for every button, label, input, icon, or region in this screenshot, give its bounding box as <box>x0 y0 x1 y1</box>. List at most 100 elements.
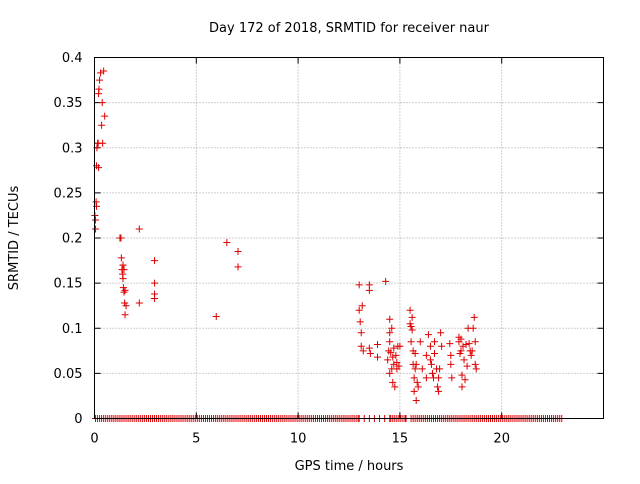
data-point <box>98 99 106 107</box>
data-point <box>99 139 107 147</box>
data-point <box>438 342 446 350</box>
data-point <box>395 362 403 370</box>
data-point <box>407 322 415 330</box>
data-point <box>100 67 108 75</box>
data-point <box>365 344 373 352</box>
data-point <box>365 286 373 294</box>
data-point <box>234 263 242 271</box>
data-point <box>390 344 398 352</box>
data-point <box>135 225 143 233</box>
data-point <box>92 225 100 233</box>
data-point <box>386 315 394 323</box>
data-point <box>393 359 401 367</box>
data-point <box>467 351 475 359</box>
data-point <box>435 387 443 395</box>
data-point <box>223 239 231 247</box>
data-point <box>422 351 430 359</box>
data-point <box>414 383 422 391</box>
data-point <box>390 360 398 368</box>
data-point <box>386 338 394 346</box>
data-point <box>92 216 100 224</box>
x-axis-label: GPS time / hours <box>295 459 404 474</box>
data-point <box>384 356 392 364</box>
data-point <box>382 277 390 285</box>
data-point <box>355 306 363 314</box>
data-point <box>465 340 473 348</box>
data-point <box>406 306 414 314</box>
x-tick-label: 0 <box>90 432 98 447</box>
x-tick-label: 15 <box>392 432 409 447</box>
data-point <box>396 342 404 350</box>
data-point <box>448 374 456 382</box>
data-point <box>95 85 103 93</box>
chart-title: Day 172 of 2018, SRMTID for receiver nau… <box>209 21 490 36</box>
data-point <box>427 360 435 368</box>
data-point <box>358 302 366 310</box>
y-tick-label: 0.1 <box>62 322 83 337</box>
data-point <box>119 275 127 283</box>
data-point <box>389 353 397 361</box>
data-point <box>121 311 129 319</box>
data-point <box>151 279 159 287</box>
data-point <box>408 326 416 334</box>
data-point <box>437 329 445 337</box>
data-point <box>151 294 159 302</box>
data-point <box>387 349 395 357</box>
data-point <box>462 340 470 348</box>
data-point <box>392 351 400 359</box>
data-point <box>470 313 478 321</box>
y-tick-label: 0.25 <box>54 186 83 201</box>
grid <box>94 57 604 419</box>
data-point <box>374 353 382 361</box>
data-point <box>366 350 374 358</box>
axis-ticks: 0 5 10 15 20 0 0.05 0.1 0.15 0.2 0.25 0.3 0.35 0.4 <box>54 51 604 447</box>
data-point <box>469 324 477 332</box>
data-point <box>135 299 143 307</box>
data-point <box>97 69 105 77</box>
data-point <box>446 340 454 348</box>
data-point <box>408 313 416 321</box>
data-point <box>95 164 103 172</box>
data-point <box>436 365 444 373</box>
data-point <box>460 356 468 364</box>
data-point <box>119 261 127 269</box>
y-tick-label: 0.2 <box>62 232 83 247</box>
data-point <box>386 369 394 377</box>
data-point <box>412 360 420 368</box>
data-point <box>359 347 367 355</box>
data-point <box>122 302 130 310</box>
data-point <box>410 387 418 395</box>
data-point <box>374 340 382 348</box>
data-point <box>357 329 365 337</box>
data-point <box>457 335 465 343</box>
data-point <box>447 360 455 368</box>
y-tick-label: 0.3 <box>62 141 83 156</box>
data-point <box>463 362 471 370</box>
data-point <box>120 266 128 274</box>
data-point <box>458 371 466 379</box>
y-tick-label: 0.05 <box>54 367 83 382</box>
data-point <box>418 365 426 373</box>
data-point <box>389 378 397 386</box>
data-point <box>416 338 424 346</box>
data-point <box>431 338 439 346</box>
data-point <box>357 342 365 350</box>
x-tick-label: 10 <box>290 432 307 447</box>
data-point <box>428 369 436 377</box>
data-points <box>91 67 566 422</box>
y-tick-label: 0.15 <box>54 277 83 292</box>
data-point <box>212 313 220 321</box>
y-axis-label: SRMTID / TECUs <box>7 186 22 291</box>
data-point <box>117 234 125 242</box>
data-point <box>422 374 430 382</box>
plot-frame <box>94 57 604 419</box>
x-tick-label: 5 <box>192 432 200 447</box>
data-point <box>120 288 128 296</box>
data-point <box>457 347 465 355</box>
data-point <box>151 257 159 265</box>
data-point <box>117 254 125 262</box>
data-point <box>447 351 455 359</box>
y-tick-label: 0.35 <box>54 96 83 111</box>
data-point <box>410 374 418 382</box>
